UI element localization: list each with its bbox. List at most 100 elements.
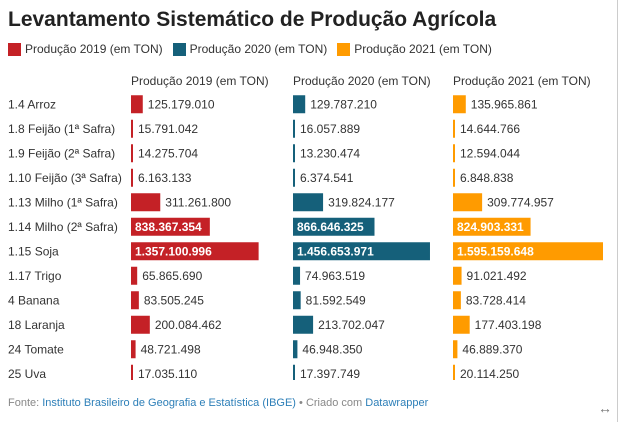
value-label-s3-25-uva: 20.114.250 xyxy=(460,367,519,380)
bar-s3-1-14-milho-2-safra xyxy=(453,217,531,236)
bar-s2-1-17-trigo xyxy=(293,266,301,285)
value-label-s1-25-uva: 17.035.110 xyxy=(138,367,197,380)
value-label-s1-1-17-trigo: 65.865.690 xyxy=(142,269,202,283)
value-label-s1-1-4-arroz: 125.179.010 xyxy=(148,97,215,111)
value-label-s1-1-10-feijao-3-safra: 6.163.133 xyxy=(138,171,192,185)
value-label-s2-18-laranja: 213.702.047 xyxy=(318,318,385,332)
category-label-18-laranja: 18 Laranja xyxy=(8,318,65,332)
value-label-s3-18-laranja: 177.403.198 xyxy=(475,318,542,332)
bar-s2-1-14-milho-2-safra xyxy=(293,217,375,236)
bar-s1-1-14-milho-2-safra xyxy=(131,217,210,236)
bar-s3-4-banana xyxy=(453,291,461,310)
value-label-s2-1-15-soja: 1.456.653.971 xyxy=(297,244,374,258)
bar-s2-25-uva xyxy=(293,364,295,380)
category-label-1-4-arroz: 1.4 Arroz xyxy=(8,97,56,111)
value-label-s2-1-8-feijao-1-safra: 16.057.889 xyxy=(300,122,360,136)
value-label-s3-4-banana: 83.728.414 xyxy=(466,293,526,307)
bar-chart: Produção 2019 (em TON) Produção 2020 (em … xyxy=(8,74,603,380)
bar-s3-24-tomate xyxy=(453,340,458,359)
category-label-25-uva: 25 Uva xyxy=(8,367,46,380)
value-label-s1-1-15-soja: 1.357.100.996 xyxy=(135,244,212,258)
bar-s2-1-10-feijao-3-safra xyxy=(293,168,295,187)
category-label-1-17-trigo: 1.17 Trigo xyxy=(8,269,62,283)
bar-s3-25-uva xyxy=(453,364,455,380)
bar-s1-1-15-soja xyxy=(131,242,259,261)
category-label-4-banana: 4 Banana xyxy=(8,293,60,307)
chart-title: Levantamento Sistemático de Produção Agr… xyxy=(8,8,497,31)
category-label-1-10-feijao-3-safra: 1.10 Feijão (3ª Safra) xyxy=(8,171,122,185)
category-label-1-15-soja: 1.15 Soja xyxy=(8,244,59,258)
legend: Produção 2019 (em TON) Produção 2020 (em… xyxy=(8,42,502,56)
bar-s2-1-15-soja xyxy=(293,242,430,261)
value-label-s3-1-9-feijao-2-safra: 12.594.044 xyxy=(460,146,520,160)
bar-s2-1-8-feijao-1-safra xyxy=(293,119,295,138)
category-label-1-8-feijao-1-safra: 1.8 Feijão (1ª Safra) xyxy=(8,122,115,136)
value-label-s2-1-10-feijao-3-safra: 6.374.541 xyxy=(300,171,354,185)
value-label-s3-1-8-feijao-1-safra: 14.644.766 xyxy=(460,122,520,136)
legend-label-2021: Produção 2021 (em TON) xyxy=(354,42,492,56)
value-label-s1-1-8-feijao-1-safra: 15.791.042 xyxy=(138,122,198,136)
bar-s2-1-13-milho-1-safra xyxy=(293,193,324,212)
category-label-1-13-milho-1-safra: 1.13 Milho (1ª Safra) xyxy=(8,195,118,209)
bar-s2-18-laranja xyxy=(293,315,314,334)
category-label-24-tomate: 24 Tomate xyxy=(8,342,64,356)
column-header-2: Produção 2020 (em TON) xyxy=(293,74,431,88)
column-header-1: Produção 2019 (em TON) xyxy=(131,74,269,88)
legend-label-2019: Produção 2019 (em TON) xyxy=(25,42,163,56)
value-label-s2-1-17-trigo: 74.963.519 xyxy=(305,269,365,283)
value-label-s2-1-4-arroz: 129.787.210 xyxy=(310,97,377,111)
bar-s2-4-banana xyxy=(293,291,301,310)
bar-s1-18-laranja xyxy=(131,315,150,334)
value-label-s3-1-15-soja: 1.595.159.648 xyxy=(457,244,534,258)
value-label-s3-1-10-feijao-3-safra: 6.848.838 xyxy=(460,171,514,185)
bar-s3-1-17-trigo xyxy=(453,266,462,285)
legend-item-2021: Produção 2021 (em TON) xyxy=(337,42,492,56)
column-header-3: Produção 2021 (em TON) xyxy=(453,74,591,88)
datawrapper-link[interactable]: Datawrapper xyxy=(365,397,429,409)
value-label-s1-1-14-milho-2-safra: 838.367.354 xyxy=(135,220,202,234)
credit-separator: • Criado com xyxy=(295,397,366,409)
expand-horizontal-icon[interactable]: ↔ xyxy=(598,400,612,416)
value-label-s1-1-13-milho-1-safra: 311.261.800 xyxy=(165,195,231,209)
bar-s1-24-tomate xyxy=(131,340,136,359)
category-label-1-14-milho-2-safra: 1.14 Milho (2ª Safra) xyxy=(8,220,118,234)
legend-item-2019: Produção 2019 (em TON) xyxy=(8,42,163,56)
bar-s1-1-8-feijao-1-safra xyxy=(131,119,133,138)
bar-s1-1-17-trigo xyxy=(131,266,138,285)
bar-s1-1-4-arroz xyxy=(131,95,143,114)
bar-s3-18-laranja xyxy=(453,315,470,334)
legend-swatch-2020 xyxy=(172,42,186,56)
value-label-s3-24-tomate: 46.889.370 xyxy=(462,342,522,356)
value-label-s1-24-tomate: 48.721.498 xyxy=(141,342,201,356)
bar-s1-25-uva xyxy=(131,364,133,380)
value-label-s2-25-uva: 17.397.749 xyxy=(300,367,360,380)
value-label-s3-1-4-arroz: 135.965.861 xyxy=(471,97,538,111)
bar-s2-24-tomate xyxy=(293,340,298,359)
chart-footer: Fonte: Instituto Brasileiro de Geografia… xyxy=(8,397,428,409)
legend-label-2020: Produção 2020 (em TON) xyxy=(189,42,328,56)
value-label-s3-1-13-milho-1-safra: 309.774.957 xyxy=(487,195,554,209)
value-label-s2-1-13-milho-1-safra: 319.824.177 xyxy=(328,195,395,209)
bar-s2-1-4-arroz xyxy=(293,95,306,114)
source-link[interactable]: Instituto Brasileiro de Geografia e Esta… xyxy=(42,397,296,409)
bar-s1-4-banana xyxy=(131,291,139,310)
frame-border xyxy=(617,0,618,422)
value-label-s2-24-tomate: 46.948.350 xyxy=(302,342,362,356)
value-label-s2-1-14-milho-2-safra: 866.646.325 xyxy=(297,220,364,234)
value-label-s2-1-9-feijao-2-safra: 13.230.474 xyxy=(300,146,360,160)
value-label-s1-4-banana: 83.505.245 xyxy=(144,293,204,307)
value-label-s1-18-laranja: 200.084.462 xyxy=(155,318,222,332)
category-label-1-9-feijao-2-safra: 1.9 Feijão (2ª Safra) xyxy=(8,146,115,160)
bar-s2-1-9-feijao-2-safra xyxy=(293,144,295,163)
bar-s1-1-9-feijao-2-safra xyxy=(131,144,133,163)
bar-s1-1-10-feijao-3-safra xyxy=(131,168,133,187)
value-label-s1-1-9-feijao-2-safra: 14.275.704 xyxy=(138,146,198,160)
legend-swatch-2021 xyxy=(337,42,351,56)
bar-s1-1-13-milho-1-safra xyxy=(131,193,161,212)
legend-item-2020: Produção 2020 (em TON) xyxy=(172,42,328,56)
value-label-s3-1-14-milho-2-safra: 824.903.331 xyxy=(457,220,524,234)
value-label-s3-1-17-trigo: 91.021.492 xyxy=(467,269,527,283)
bar-s3-1-15-soja xyxy=(453,242,603,261)
source-prefix: Fonte: xyxy=(8,397,43,409)
bar-s3-1-4-arroz xyxy=(453,95,466,114)
